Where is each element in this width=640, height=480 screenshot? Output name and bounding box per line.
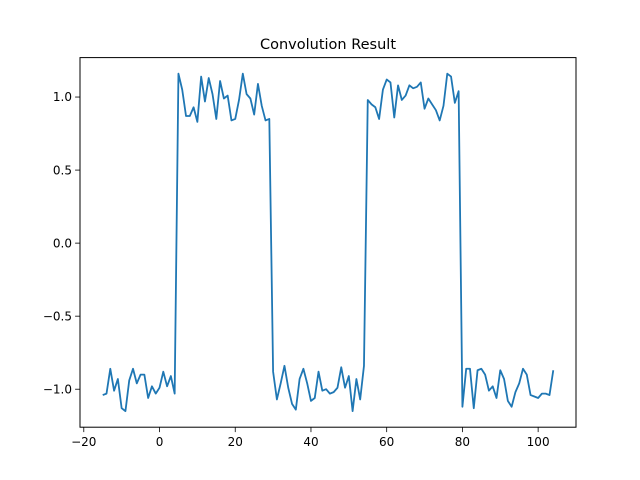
- x-tick-label: 100: [527, 435, 550, 449]
- series-layer: [102, 72, 555, 413]
- y-tick-label: −0.5: [43, 309, 72, 323]
- x-axis: −20 0 20 40 60 80 100: [71, 427, 550, 449]
- y-tick-label: 0.5: [53, 163, 72, 177]
- y-axis: −1.0 −0.5 0.0 0.5 1.0: [43, 90, 80, 396]
- y-tick-label: 1.0: [53, 90, 72, 104]
- x-tick-label: 0: [156, 435, 164, 449]
- x-tick-label: 60: [379, 435, 394, 449]
- plot-frame: [79, 57, 577, 428]
- y-tick-label: 0.0: [53, 236, 72, 250]
- chart-title: Convolution Result: [260, 37, 396, 53]
- x-tick-label: 20: [228, 435, 243, 449]
- x-tick-label: 80: [455, 435, 470, 449]
- series-line-0: [102, 72, 555, 413]
- x-tick-label: 40: [303, 435, 318, 449]
- x-tick-label: −20: [71, 435, 96, 449]
- y-tick-label: −1.0: [43, 382, 72, 396]
